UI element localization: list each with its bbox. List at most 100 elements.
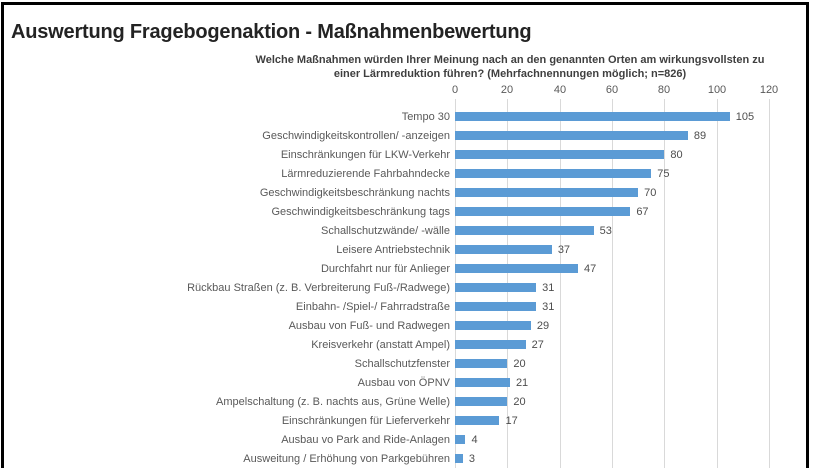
x-tick-label: 20 [500, 84, 514, 96]
bar-track: 70 [455, 183, 795, 202]
category-label: Leisere Antriebstechnik [336, 243, 450, 256]
bar-track: 67 [455, 202, 795, 221]
bar-row: Leisere Antriebstechnik 37 [8, 240, 808, 259]
bar-row: Ausweitung / Erhöhung von Parkgebühren 3 [8, 449, 808, 468]
x-tick-label: 80 [657, 84, 671, 96]
category-label: Schallschutzwände/ -wälle [320, 224, 450, 237]
category-label: Geschwindigkeitskontrollen/ -anzeigen [262, 129, 450, 142]
bar [455, 416, 500, 425]
bar [455, 150, 665, 159]
value-label: 105 [735, 110, 755, 123]
category-label: Einbahn- /Spiel-/ Fahrradstraße [295, 300, 450, 313]
category-label: Ampelschaltung (z. B. nachts aus, Grüne … [216, 395, 450, 408]
bar-track: 29 [455, 316, 795, 335]
x-tick-label: 40 [553, 84, 567, 96]
category-label: Tempo 30 [401, 110, 450, 123]
value-label: 3 [468, 452, 475, 465]
value-label: 31 [542, 281, 555, 294]
bar-row: Ausbau von ÖPNV 21 [8, 373, 808, 392]
bar [455, 207, 631, 216]
bar-row: Kreisverkehr (anstatt Ampel) 27 [8, 335, 808, 354]
bar [455, 188, 639, 197]
bar-row: Ausbau vo Park and Ride-Anlagen 4 [8, 430, 808, 449]
bar [455, 378, 510, 387]
bar [455, 454, 463, 463]
category-label: Ausbau von Fuß- und Radwegen [288, 319, 450, 332]
category-label: Durchfahrt nur für Anlieger [320, 262, 450, 275]
value-label: 70 [644, 186, 657, 199]
x-tick-label: 0 [451, 84, 459, 96]
bar [455, 131, 688, 140]
bar-rows: Tempo 30 105 Geschwindigkeitskontrollen/ -… [8, 107, 808, 468]
value-label: 47 [583, 262, 597, 275]
value-label: 27 [531, 338, 544, 351]
bar [455, 435, 466, 444]
value-label: 89 [693, 129, 707, 142]
bar-row: Schallschutzwände/ -wälle 53 [8, 221, 808, 240]
x-tick-label: 100 [707, 84, 727, 96]
bar-track: 31 [455, 278, 795, 297]
bar-track: 80 [455, 145, 795, 164]
bar [455, 321, 531, 330]
gridline [664, 99, 665, 468]
bar-track: 17 [455, 411, 795, 430]
bar-row: Geschwindigkeitsbeschränkung nachts 70 [8, 183, 808, 202]
bar-row: Durchfahrt nur für Anlieger 47 [8, 259, 808, 278]
x-tick-label: 120 [759, 84, 779, 96]
bar [455, 169, 652, 178]
bar-row: Geschwindigkeitsbeschränkung tags 67 [8, 202, 808, 221]
bar-row: Einschränkungen für LKW-Verkehr 80 [8, 145, 808, 164]
bar-row: Schallschutzfenster 20 [8, 354, 808, 373]
value-label: 53 [599, 224, 612, 237]
value-label: 29 [536, 319, 550, 332]
bar [455, 397, 508, 406]
category-label: Geschwindigkeitsbeschränkung nachts [259, 186, 450, 199]
bar [455, 264, 578, 273]
bar-track: 53 [455, 221, 795, 240]
value-label: 20 [513, 395, 526, 408]
bar [455, 302, 537, 311]
chart-title: Welche Maßnahmen würden Ihrer Meinung na… [230, 53, 790, 81]
bar-track: 37 [455, 240, 795, 259]
bar-track: 31 [455, 297, 795, 316]
bar-row: Ampelschaltung (z. B. nachts aus, Grüne … [8, 392, 808, 411]
category-label: Ausbau vo Park and Ride-Anlagen [281, 433, 450, 446]
category-label: Geschwindigkeitsbeschränkung tags [271, 205, 450, 218]
value-label: 21 [515, 376, 529, 389]
chart-title-line-1: Welche Maßnahmen würden Ihrer Meinung na… [255, 54, 765, 66]
value-label: 31 [542, 300, 555, 313]
gridline [612, 99, 613, 468]
gridline [560, 99, 561, 468]
bar-track: 21 [455, 373, 795, 392]
category-label: Kreisverkehr (anstatt Ampel) [311, 338, 450, 351]
bar-row: Lärmreduzierende Fahrbahndecke 75 [8, 164, 808, 183]
bar-row: Rückbau Straßen (z. B. Verbreiterung Fuß… [8, 278, 808, 297]
bar-track: 89 [455, 126, 795, 145]
x-tick-label: 60 [605, 84, 619, 96]
value-label: 75 [657, 167, 670, 180]
bar-track: 20 [455, 354, 795, 373]
category-label: Einschränkungen für LKW-Verkehr [280, 148, 450, 161]
gridline [769, 99, 770, 468]
bar-row: Geschwindigkeitskontrollen/ -anzeigen 89 [8, 126, 808, 145]
category-label: Rückbau Straßen (z. B. Verbreiterung Fuß… [187, 281, 450, 294]
value-label: 17 [505, 414, 518, 427]
bar-track: 27 [455, 335, 795, 354]
bar [455, 283, 537, 292]
bar-row: Ausbau von Fuß- und Radwegen 29 [8, 316, 808, 335]
bar-row: Einbahn- /Spiel-/ Fahrradstraße 31 [8, 297, 808, 316]
x-axis: 0 20 40 60 80 100 120 [451, 84, 778, 97]
category-label: Lärmreduzierende Fahrbahndecke [281, 167, 450, 180]
bar-track: 47 [455, 259, 795, 278]
bar-track: 4 [455, 430, 795, 449]
bar [455, 226, 594, 235]
bar-track: 105 [455, 107, 795, 126]
bar-track: 20 [455, 392, 795, 411]
value-label: 4 [471, 433, 478, 446]
bar [455, 340, 526, 349]
category-label: Einschränkungen für Lieferverkehr [281, 414, 450, 427]
bar-track: 3 [455, 449, 795, 468]
value-label: 37 [557, 243, 571, 256]
bar [455, 112, 730, 121]
